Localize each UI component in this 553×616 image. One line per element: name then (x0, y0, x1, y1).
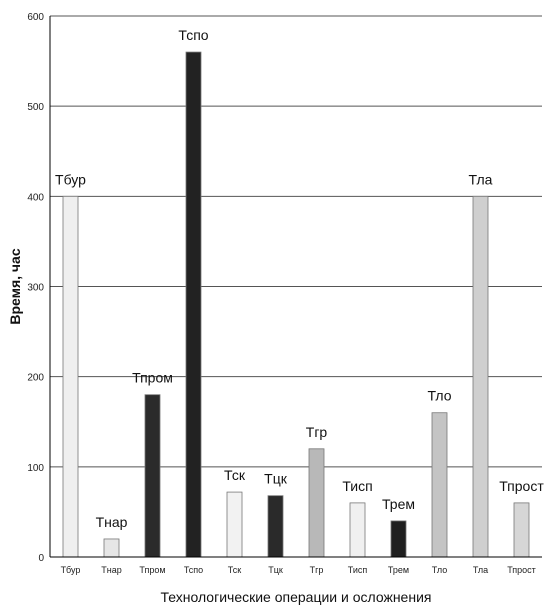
bars (62, 51, 530, 558)
bar (267, 495, 284, 558)
x-tick-label: Тбур (61, 565, 81, 575)
x-axis-tick-labels: Тбур Тнар Тпром Тспо Тск Тцк Тгр Тисп Трем Тло Тла… (61, 565, 536, 575)
x-tick-label: Тла (473, 565, 488, 575)
bar (308, 448, 325, 558)
x-tick-label: Тгр (310, 565, 324, 575)
bar (144, 394, 161, 558)
bar-data-label: Тисп (342, 478, 372, 494)
bar (185, 51, 202, 558)
bar (431, 412, 448, 558)
x-axis-title: Технологические операции и осложнения (161, 589, 432, 605)
x-tick-label: Тнар (101, 565, 121, 575)
x-tick-label: Трем (388, 565, 409, 575)
bar-data-label: Тла (469, 171, 493, 187)
x-tick-label: Тпром (139, 565, 165, 575)
bar (62, 195, 79, 558)
bar-data-label: Тпром (132, 370, 173, 386)
bar (103, 538, 120, 558)
y-tick-label: 200 (27, 373, 44, 384)
y-tick-label: 100 (27, 463, 44, 474)
x-tick-label: Тцк (268, 565, 283, 575)
bar (390, 520, 407, 558)
bar-data-label: Тло (427, 388, 451, 404)
y-tick-label: 500 (27, 102, 44, 113)
bar (349, 502, 366, 558)
bar-data-label: Трем (382, 496, 415, 512)
x-tick-label: Тспо (184, 565, 203, 575)
bar-data-label: Тнар (96, 514, 128, 530)
y-tick-label: 400 (27, 192, 44, 203)
y-axis-title: Время, час (7, 248, 23, 324)
x-tick-label: Тло (432, 565, 447, 575)
gridlines (50, 15, 542, 468)
y-tick-label: 0 (38, 553, 44, 564)
bar-data-label: Тск (224, 467, 246, 483)
bar-data-label: Тбур (55, 171, 86, 187)
x-tick-label: Тпрост (507, 565, 536, 575)
bar-data-label: Тспо (178, 27, 208, 43)
y-axis-tick-labels: 0 100 200 300 400 500 600 (27, 12, 44, 564)
bar (472, 195, 489, 558)
bar (226, 491, 243, 558)
bar-data-label: Тцк (264, 471, 288, 487)
bar-data-label: Тгр (306, 424, 328, 440)
y-tick-label: 600 (27, 12, 44, 23)
bar-data-label: Тпрост (499, 478, 544, 494)
x-tick-label: Тисп (348, 565, 368, 575)
bar (513, 502, 530, 558)
y-tick-label: 300 (27, 283, 44, 294)
x-tick-label: Тск (228, 565, 241, 575)
data-labels: Тбур Тнар Тпром Тспо Тск Тцк Тгр Тисп Трем Тло Тла… (55, 27, 544, 530)
